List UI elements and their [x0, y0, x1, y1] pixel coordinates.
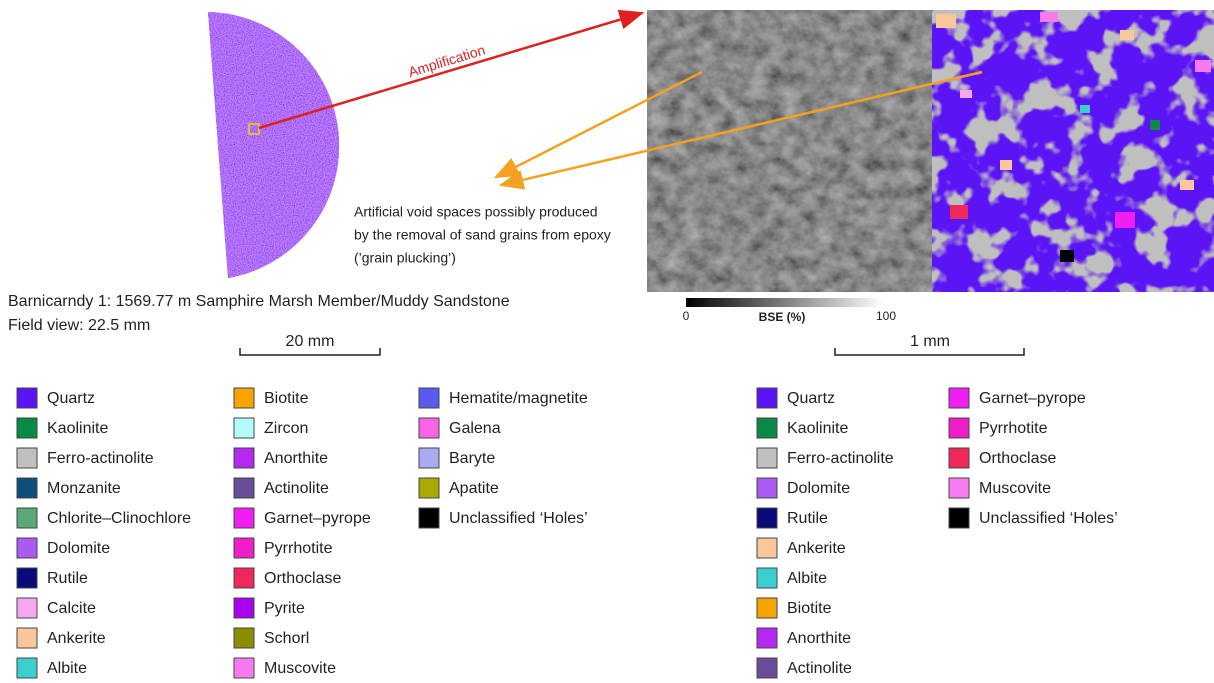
- legend-label: Galena: [449, 420, 501, 437]
- legend-label: Garnet–pyrope: [264, 510, 371, 527]
- legend-swatch: [17, 508, 37, 528]
- legend-label: Unclassified ‘Holes’: [979, 510, 1118, 527]
- colorbar-min: 0: [683, 309, 690, 323]
- sample-caption: Field view: 22.5 mm: [8, 317, 150, 334]
- legend-label: Biotite: [264, 390, 309, 407]
- legend-swatch: [419, 418, 439, 438]
- legend-swatch: [757, 628, 777, 648]
- legend-label: Ferro-actinolite: [787, 450, 894, 467]
- legend-swatch: [234, 538, 254, 558]
- legend-swatch: [17, 478, 37, 498]
- legend-swatch: [757, 538, 777, 558]
- legend-swatch: [234, 628, 254, 648]
- legend-swatch: [234, 508, 254, 528]
- legend-swatch: [419, 448, 439, 468]
- legend-swatch: [17, 598, 37, 618]
- figure: Amplification Artificial void spaces pos…: [0, 0, 1214, 683]
- legend-label: Dolomite: [787, 480, 850, 497]
- mineral-map: [932, 10, 1214, 292]
- legend-label: Albite: [47, 660, 87, 677]
- legend-label: Ankerite: [47, 630, 106, 647]
- legend-label: Rutile: [787, 510, 828, 527]
- legend-label: Pyrrhotite: [264, 540, 333, 557]
- legend-swatch: [234, 478, 254, 498]
- scale-label: 20 mm: [286, 333, 335, 350]
- legend-label: Monzanite: [47, 480, 121, 497]
- void-note: Artificial void spaces possibly produced: [354, 204, 598, 220]
- legend-label: Pyrrhotite: [979, 420, 1048, 437]
- legend-label: Ankerite: [787, 540, 846, 557]
- legend-swatch: [757, 478, 777, 498]
- legend-swatch: [234, 418, 254, 438]
- void-note: by the removal of sand grains from epoxy: [354, 227, 611, 243]
- legend-label: Quartz: [47, 390, 95, 407]
- legend-swatch: [17, 628, 37, 648]
- sample-section: [200, 8, 350, 283]
- bse-image: [647, 10, 932, 292]
- legend-swatch: [17, 658, 37, 678]
- legend-swatch: [757, 508, 777, 528]
- legend-swatch: [234, 448, 254, 468]
- legend-swatch: [757, 568, 777, 588]
- legend-label: Apatite: [449, 480, 499, 497]
- legend-swatch: [419, 508, 439, 528]
- legend-label: Rutile: [47, 570, 88, 587]
- legend-swatch: [757, 448, 777, 468]
- legend-swatch: [949, 508, 969, 528]
- legend-swatch: [17, 568, 37, 588]
- legend-swatch: [757, 388, 777, 408]
- legend-swatch: [949, 448, 969, 468]
- legend-label: Orthoclase: [979, 450, 1056, 467]
- sample-caption: Barnicarndy 1: 1569.77 m Samphire Marsh …: [8, 293, 510, 310]
- legend-swatch: [17, 538, 37, 558]
- legend-label: Calcite: [47, 600, 96, 617]
- legend-label: Chlorite–Clinochlore: [47, 510, 191, 527]
- legend-swatch: [757, 658, 777, 678]
- legend-label: Muscovite: [979, 480, 1051, 497]
- scale-label: 1 mm: [910, 333, 950, 350]
- legend-label: Quartz: [787, 390, 835, 407]
- legend-label: Zircon: [264, 420, 308, 437]
- legend-label: Dolomite: [47, 540, 110, 557]
- legend-label: Anorthite: [787, 630, 851, 647]
- legend-swatch: [757, 598, 777, 618]
- legend-swatch: [234, 598, 254, 618]
- legend-label: Kaolinite: [787, 420, 848, 437]
- amplification-arrow: [259, 13, 642, 128]
- legend-label: Ferro-actinolite: [47, 450, 154, 467]
- colorbar: [686, 298, 884, 307]
- legend-label: Orthoclase: [264, 570, 341, 587]
- legend-swatch: [419, 478, 439, 498]
- amplification-label: Amplification: [406, 42, 487, 81]
- legend-swatch: [419, 388, 439, 408]
- legend-label: Unclassified ‘Holes’: [449, 510, 588, 527]
- legend-swatch: [949, 478, 969, 498]
- legend-label: Albite: [787, 570, 827, 587]
- legend-swatch: [949, 418, 969, 438]
- legend-swatch: [234, 658, 254, 678]
- legend-swatch: [757, 418, 777, 438]
- legend-label: Pyrite: [264, 600, 305, 617]
- colorbar-label: BSE (%): [759, 310, 806, 324]
- legend-swatch: [17, 448, 37, 468]
- legend-label: Hematite/magnetite: [449, 390, 588, 407]
- legend-label: Baryte: [449, 450, 495, 467]
- legend-swatch: [949, 388, 969, 408]
- legend-label: Actinolite: [787, 660, 852, 677]
- legend-swatch: [17, 418, 37, 438]
- legend-label: Anorthite: [264, 450, 328, 467]
- void-note: (’grain plucking’): [354, 250, 456, 266]
- legend-label: Garnet–pyrope: [979, 390, 1086, 407]
- legend-label: Kaolinite: [47, 420, 108, 437]
- legend-swatch: [17, 388, 37, 408]
- legend-swatch: [234, 388, 254, 408]
- legend-label: Actinolite: [264, 480, 329, 497]
- legend-label: Biotite: [787, 600, 832, 617]
- colorbar-max: 100: [876, 309, 896, 323]
- legend-label: Schorl: [264, 630, 309, 647]
- legend-label: Muscovite: [264, 660, 336, 677]
- legend-swatch: [234, 568, 254, 588]
